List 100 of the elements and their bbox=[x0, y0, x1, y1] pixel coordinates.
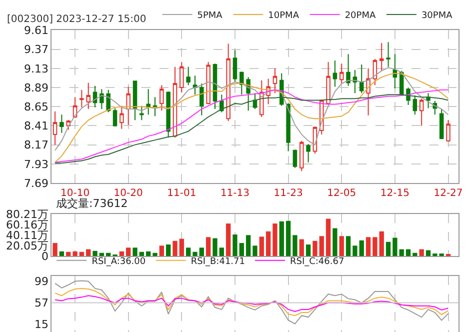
candlestick bbox=[352, 70, 358, 94]
bar bbox=[386, 242, 391, 256]
candlestick bbox=[386, 42, 390, 68]
candlestick bbox=[232, 50, 238, 82]
bar bbox=[66, 252, 71, 256]
text: 成交量:73612 bbox=[56, 197, 128, 210]
bar bbox=[86, 249, 91, 256]
bar bbox=[266, 231, 271, 256]
bar bbox=[106, 252, 111, 256]
bar bbox=[126, 248, 131, 256]
line-series bbox=[54, 288, 449, 316]
candlestick bbox=[372, 58, 378, 86]
legend-label: 30PMA bbox=[421, 11, 454, 22]
bar bbox=[159, 246, 164, 256]
y-tick-label: 7.69 bbox=[24, 176, 48, 190]
bar bbox=[352, 246, 358, 256]
candlestick bbox=[359, 64, 364, 94]
bar bbox=[152, 252, 158, 256]
candlestick bbox=[346, 54, 350, 86]
bar bbox=[219, 248, 224, 256]
candlestick bbox=[306, 144, 310, 163]
bar bbox=[119, 251, 124, 256]
y-tick-label: 57 bbox=[34, 296, 48, 310]
bar bbox=[172, 240, 178, 256]
bar bbox=[339, 236, 344, 256]
bar bbox=[186, 248, 191, 256]
y-tick-label: 99 bbox=[34, 275, 48, 288]
y-tick-label: 40.11万 bbox=[6, 228, 48, 242]
bar bbox=[232, 234, 238, 256]
y-tick-label: 20.05万 bbox=[6, 239, 48, 252]
x-tick-label: 12-27 bbox=[434, 188, 463, 200]
bar bbox=[252, 246, 258, 256]
bar bbox=[212, 238, 218, 256]
y-tick-label: 8.65 bbox=[24, 100, 48, 114]
y-tick-label: 80.21万 bbox=[6, 208, 48, 221]
y-tick-label: 9.13 bbox=[24, 62, 48, 76]
candlestick bbox=[60, 114, 64, 134]
candlestick bbox=[160, 84, 164, 112]
bar bbox=[446, 254, 451, 256]
candlestick bbox=[226, 43, 230, 122]
candlestick bbox=[92, 85, 98, 108]
candlestick bbox=[286, 102, 290, 152]
bar bbox=[299, 239, 304, 256]
y-tick-label: 8.17 bbox=[24, 138, 48, 152]
legend-label: RSI_A:36.00 bbox=[92, 256, 146, 267]
bar bbox=[412, 252, 418, 256]
candlestick bbox=[140, 105, 144, 121]
candlestick bbox=[146, 88, 150, 116]
bar bbox=[419, 249, 424, 256]
bar bbox=[272, 224, 278, 256]
bar bbox=[246, 235, 251, 256]
bar bbox=[292, 235, 298, 256]
bar bbox=[206, 237, 211, 256]
bar bbox=[139, 252, 144, 256]
candlestick bbox=[379, 42, 384, 72]
bar bbox=[79, 252, 84, 256]
candlestick bbox=[192, 75, 198, 96]
candlestick bbox=[206, 62, 210, 105]
candlestick bbox=[52, 110, 58, 146]
bar bbox=[59, 251, 64, 256]
y-tick-label: 8.41 bbox=[24, 120, 48, 133]
bar bbox=[166, 244, 171, 256]
x-tick-label: 11-01 bbox=[167, 188, 196, 200]
bar bbox=[359, 240, 364, 256]
bar bbox=[146, 251, 151, 256]
bar bbox=[132, 248, 138, 256]
y-tick-label: 9.61 bbox=[24, 24, 48, 38]
candlestick bbox=[339, 63, 344, 84]
x-tick-label: 12-05 bbox=[327, 188, 356, 200]
candlestick bbox=[80, 89, 84, 108]
bar bbox=[92, 250, 98, 256]
bar bbox=[346, 236, 351, 256]
candlestick bbox=[412, 94, 418, 116]
candlestick bbox=[132, 80, 138, 121]
candlestick bbox=[180, 62, 184, 93]
bar bbox=[326, 218, 331, 256]
bar bbox=[72, 251, 78, 256]
candlestick bbox=[446, 120, 450, 142]
y-tick-label: 7.93 bbox=[24, 158, 48, 171]
candlestick bbox=[332, 60, 338, 88]
bar bbox=[52, 242, 58, 256]
candlestick bbox=[72, 96, 78, 118]
candlestick bbox=[126, 86, 130, 126]
line-series bbox=[54, 295, 449, 312]
bar bbox=[379, 231, 384, 256]
y-tick-label: 60.16万 bbox=[6, 218, 48, 232]
candlestick bbox=[166, 91, 170, 138]
chart-title: [002300] 2023-12-27 15:00 bbox=[7, 14, 146, 25]
bar bbox=[399, 249, 404, 256]
bar bbox=[286, 220, 291, 256]
candlestick bbox=[240, 71, 244, 96]
candlestick bbox=[120, 105, 124, 130]
line-series bbox=[54, 67, 449, 151]
bar bbox=[179, 238, 184, 256]
bar bbox=[439, 253, 444, 256]
candlestick bbox=[220, 94, 224, 113]
candlestick bbox=[419, 98, 424, 126]
candlestick bbox=[100, 88, 104, 110]
legend-label: 20PMA bbox=[344, 11, 376, 22]
bar bbox=[306, 244, 311, 256]
